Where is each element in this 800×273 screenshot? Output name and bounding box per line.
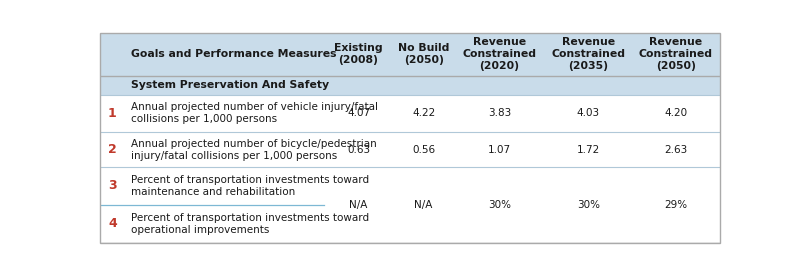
Text: Percent of transportation investments toward
maintenance and rehabilitation: Percent of transportation investments to… xyxy=(131,175,369,197)
Text: System Preservation And Safety: System Preservation And Safety xyxy=(131,80,329,90)
Text: 4.22: 4.22 xyxy=(412,108,435,118)
Text: Revenue
Constrained
(2035): Revenue Constrained (2035) xyxy=(551,37,626,71)
Text: Annual projected number of vehicle injury/fatal
collisions per 1,000 persons: Annual projected number of vehicle injur… xyxy=(131,102,378,124)
Bar xyxy=(100,94,720,243)
Text: 1: 1 xyxy=(108,107,117,120)
Text: 30%: 30% xyxy=(577,200,600,210)
Text: 4.20: 4.20 xyxy=(665,108,687,118)
Text: 4: 4 xyxy=(108,218,117,230)
Text: 30%: 30% xyxy=(488,200,511,210)
Text: N/A: N/A xyxy=(414,200,433,210)
Bar xyxy=(100,76,720,94)
Text: Existing
(2008): Existing (2008) xyxy=(334,43,383,65)
Text: Revenue
Constrained
(2050): Revenue Constrained (2050) xyxy=(639,37,713,71)
Text: 2: 2 xyxy=(108,143,117,156)
Text: 3: 3 xyxy=(108,179,117,192)
Text: N/A: N/A xyxy=(350,200,368,210)
Text: 4.07: 4.07 xyxy=(347,108,370,118)
Text: Goals and Performance Measures: Goals and Performance Measures xyxy=(131,49,337,59)
Text: 0.63: 0.63 xyxy=(347,145,370,155)
Text: Annual projected number of bicycle/pedestrian
injury/fatal collisions per 1,000 : Annual projected number of bicycle/pedes… xyxy=(131,139,377,161)
Text: 29%: 29% xyxy=(665,200,687,210)
Text: 2.63: 2.63 xyxy=(664,145,688,155)
Text: 1.07: 1.07 xyxy=(488,145,511,155)
Text: 1.72: 1.72 xyxy=(577,145,600,155)
Bar xyxy=(100,33,720,76)
Text: 4.03: 4.03 xyxy=(577,108,600,118)
Text: 0.56: 0.56 xyxy=(412,145,435,155)
Text: 3.83: 3.83 xyxy=(488,108,511,118)
Text: No Build
(2050): No Build (2050) xyxy=(398,43,450,65)
Text: Percent of transportation investments toward
operational improvements: Percent of transportation investments to… xyxy=(131,213,369,235)
Text: Revenue
Constrained
(2020): Revenue Constrained (2020) xyxy=(462,37,537,71)
